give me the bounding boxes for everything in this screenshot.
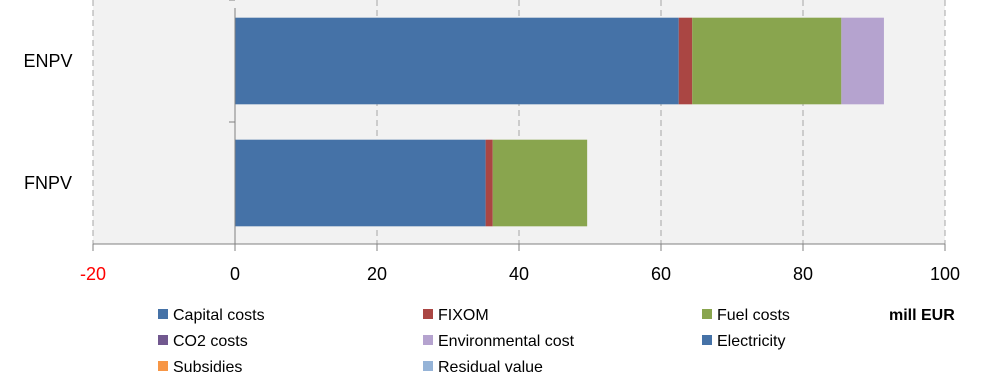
legend: Capital costs FIXOM Fuel costs CO2 costs Env…: [158, 307, 790, 376]
x-tick-label: -20: [80, 264, 106, 284]
legend-swatch: [158, 361, 168, 371]
bar-segment: [841, 17, 884, 105]
bar-segment: [492, 139, 588, 227]
legend-swatch: [158, 309, 168, 319]
legend-swatch: [423, 309, 433, 319]
legend-swatch: [158, 335, 168, 345]
bar-segment: [692, 17, 842, 105]
bar-segment: [485, 139, 493, 227]
x-tick-label: 40: [509, 264, 529, 284]
legend-swatch: [423, 335, 433, 345]
category-label: ENPV: [23, 51, 72, 71]
legend-swatch: [702, 309, 712, 319]
legend-label: Subsidies: [173, 359, 242, 376]
category-label: FNPV: [24, 173, 72, 193]
bar-segment: [678, 17, 693, 105]
x-axis-unit-label: mill EUR: [889, 307, 955, 324]
bar-segment: [235, 139, 486, 227]
legend-label: Fuel costs: [717, 307, 790, 324]
x-tick-label: 20: [367, 264, 387, 284]
legend-label: Environmental cost: [438, 333, 575, 350]
x-tick-label: 80: [793, 264, 813, 284]
bar-segment: [235, 17, 679, 105]
legend-label: FIXOM: [438, 307, 489, 324]
legend-label: Capital costs: [173, 307, 265, 324]
axis-labels: -20 0 20 40 60 80 100 ENPV FNPV: [23, 51, 960, 284]
legend-label: Residual value: [438, 359, 543, 376]
x-tick-label: 60: [651, 264, 671, 284]
x-tick-label: 0: [230, 264, 240, 284]
legend-swatch: [423, 361, 433, 371]
bars: [235, 17, 884, 227]
axes: [92, 0, 946, 251]
legend-swatch: [702, 335, 712, 345]
legend-label: CO2 costs: [173, 333, 248, 350]
legend-label: Electricity: [717, 333, 785, 350]
x-tick-label: 100: [930, 264, 960, 284]
